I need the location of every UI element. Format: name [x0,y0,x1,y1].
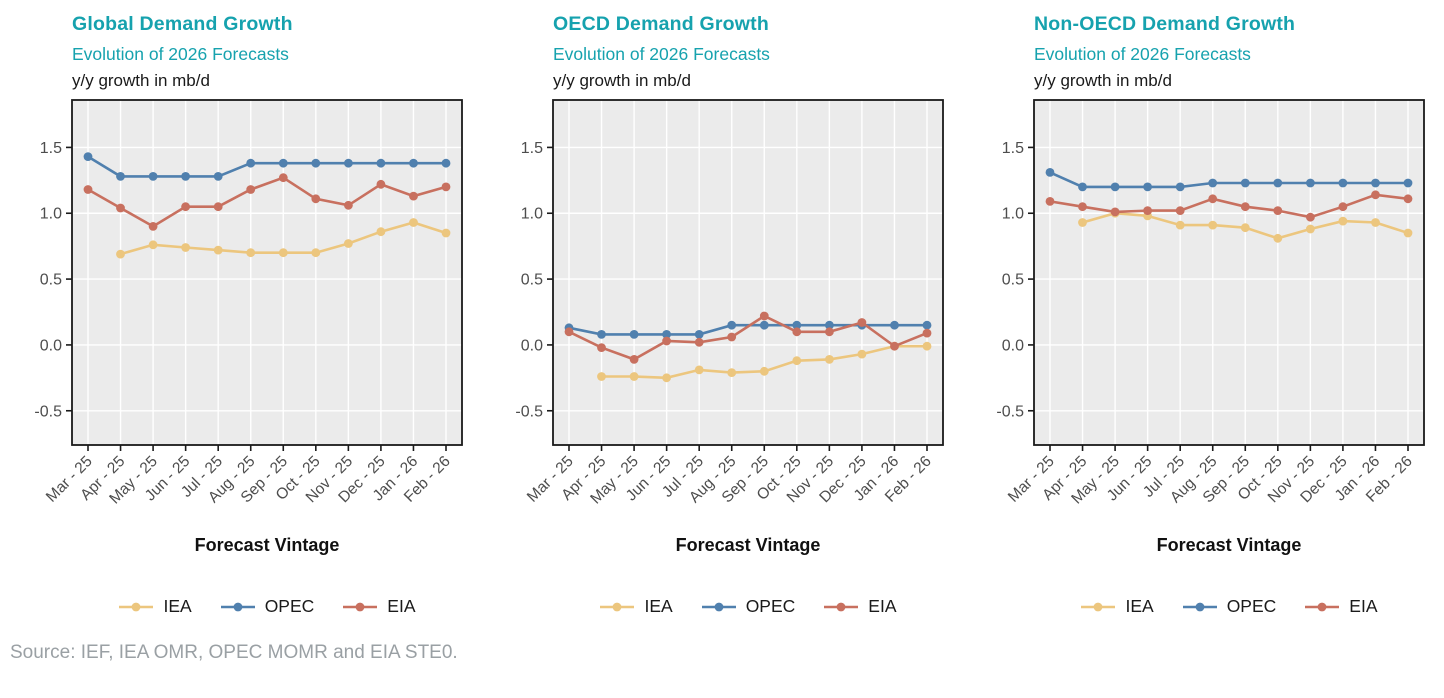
legend-swatch-iea [600,602,635,611]
plot-border [1033,99,1425,446]
svg-text:1.5: 1.5 [1002,140,1024,157]
legend-swatch-eia [824,602,859,611]
series-iea [116,218,451,259]
legend-item-opec: OPEC [1182,596,1277,617]
x-axis-title: Forecast Vintage [675,535,821,555]
legend-label: OPEC [745,596,796,616]
y-axis: -0.5 0.0 0.5 1.0 1.5 [996,140,1034,420]
chart-title: OECD Demand Growth [553,13,769,35]
svg-text:1.0: 1.0 [521,206,543,223]
legend-swatch-opec [220,602,255,611]
source-note: Source: IEF, IEA OMR, OPEC MOMR and EIA … [10,642,458,663]
legend-item-opec: OPEC [701,596,796,617]
y-axis-unit-label: y/y growth in mb/d [553,71,691,90]
gridlines [553,100,943,445]
legend-label: EIA [1349,596,1378,616]
legend-label: EIA [868,596,897,616]
legend: IEA OPEC EIA [553,596,943,617]
svg-text:1.5: 1.5 [40,140,62,157]
svg-text:-0.5: -0.5 [34,403,62,420]
panel-oecd-demand: OECD Demand Growth Evolution of 2026 For… [481,0,962,617]
y-axis-unit-label: y/y growth in mb/d [1034,71,1172,90]
svg-text:-0.5: -0.5 [996,403,1024,420]
legend: IEA OPEC EIA [1034,596,1424,617]
legend-swatch-opec [1182,602,1217,611]
plot-area [553,100,943,445]
series-opec [83,152,451,181]
legend-item-iea: IEA [118,596,192,617]
series-eia [564,311,932,364]
svg-text:1.0: 1.0 [40,206,62,223]
svg-text:0.5: 0.5 [1002,272,1024,289]
series-opec [1045,168,1413,192]
chart-title: Global Demand Growth [72,13,293,35]
plot-border [552,99,944,446]
chart-subtitle: Evolution of 2026 Forecasts [1034,44,1251,64]
legend-item-iea: IEA [1080,596,1154,617]
series-eia [1045,190,1413,222]
svg-text:0.0: 0.0 [1002,337,1024,354]
gridlines [1034,100,1424,445]
legend-label: IEA [163,596,192,616]
plot-border [71,99,463,446]
legend-label: IEA [1125,596,1154,616]
legend-swatch-eia [343,602,378,611]
legend-label: EIA [387,596,416,616]
legend-swatch-eia [1305,602,1340,611]
svg-text:0.0: 0.0 [40,337,62,354]
legend: IEA OPEC EIA [72,596,462,617]
chart-subtitle: Evolution of 2026 Forecasts [553,44,770,64]
y-axis-unit-label: y/y growth in mb/d [72,71,210,90]
legend-swatch-iea [119,602,154,611]
x-axis-title: Forecast Vintage [1156,535,1302,555]
chart-panels: Global Demand Growth Evolution of 2026 F… [0,0,1443,617]
svg-text:-0.5: -0.5 [515,403,543,420]
legend-label: OPEC [1226,596,1277,616]
plot-area [72,100,462,445]
chart-title: Non-OECD Demand Growth [1034,13,1296,35]
series-eia [83,173,451,231]
panel-non-oecd-demand: Non-OECD Demand Growth Evolution of 2026… [962,0,1443,617]
legend-item-eia: EIA [1304,596,1378,617]
legend-label: OPEC [264,596,315,616]
svg-text:0.5: 0.5 [40,272,62,289]
svg-text:0.0: 0.0 [521,337,543,354]
legend-item-opec: OPEC [220,596,315,617]
plot-area [1034,100,1424,445]
legend-label: IEA [644,596,673,616]
x-axis-title: Forecast Vintage [194,535,340,555]
y-axis: -0.5 0.0 0.5 1.0 1.5 [515,140,553,420]
legend-item-iea: IEA [599,596,673,617]
legend-item-eia: EIA [342,596,416,617]
svg-text:0.5: 0.5 [521,272,543,289]
legend-swatch-iea [1081,602,1116,611]
panel-global-demand: Global Demand Growth Evolution of 2026 F… [0,0,481,617]
svg-text:1.5: 1.5 [521,140,543,157]
legend-swatch-opec [701,602,736,611]
chart-subtitle: Evolution of 2026 Forecasts [72,44,289,64]
svg-text:1.0: 1.0 [1002,206,1024,223]
y-axis: -0.5 0.0 0.5 1.0 1.5 [34,140,72,420]
legend-item-eia: EIA [823,596,897,617]
